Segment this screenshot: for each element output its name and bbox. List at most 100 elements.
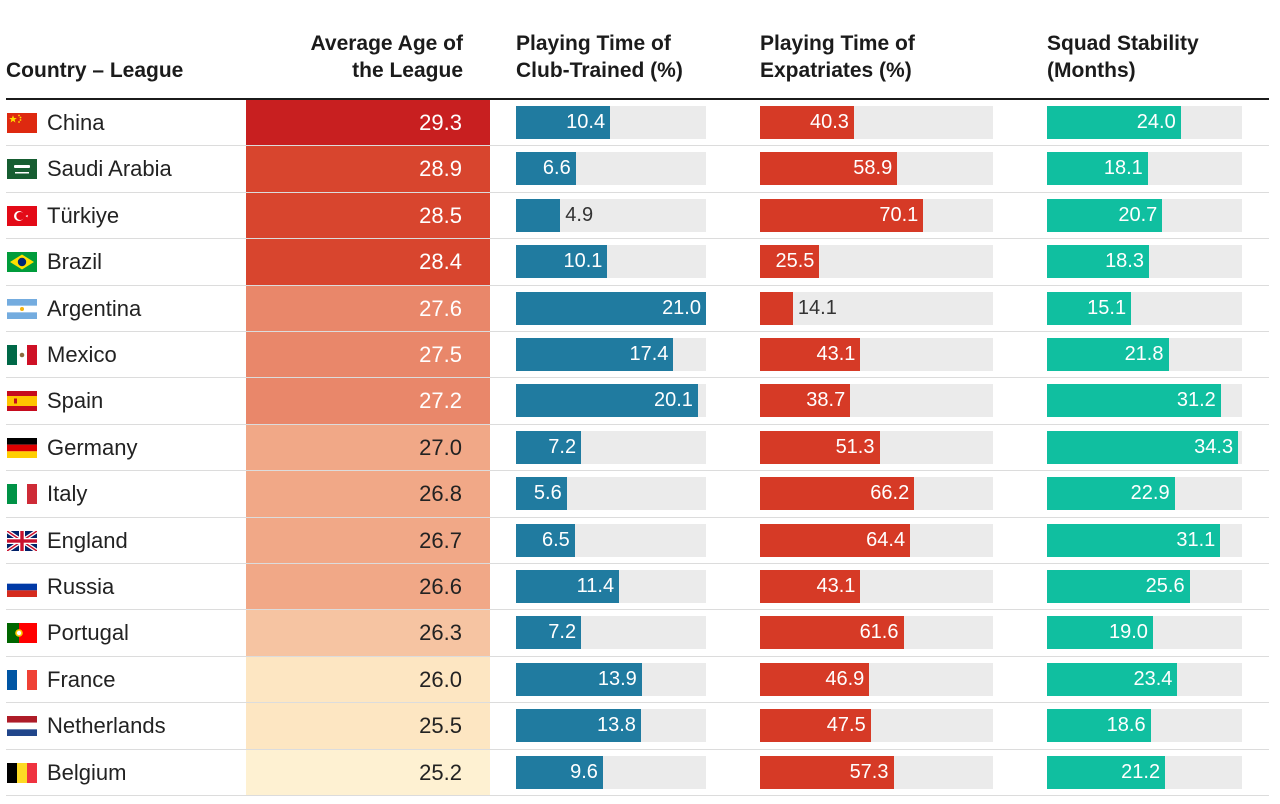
table-row: Türkiye 28.5 4.9 70.1 20.7 — [0, 192, 1280, 240]
country-name: Mexico — [47, 342, 117, 367]
club-bar-track: 21.0 — [516, 291, 706, 325]
age-cell: 26.3 — [246, 610, 490, 657]
table-row: Spain 27.2 20.1 38.7 31.2 — [0, 378, 1280, 425]
exp-bar-track: 61.6 — [760, 616, 993, 650]
exp-bar — [760, 755, 894, 789]
club-bar — [516, 709, 641, 743]
age-value: 26.0 — [419, 666, 462, 692]
country-name: Russia — [47, 574, 115, 599]
club-bar — [516, 384, 698, 418]
germany-flag-icon — [7, 437, 37, 458]
club-value-label: 10.4 — [566, 111, 606, 133]
table-row: Mexico 27.5 17.4 43.1 21.8 — [0, 332, 1280, 379]
stab-bar-track: 18.6 — [1047, 709, 1242, 743]
age-cell: 25.2 — [246, 749, 490, 796]
exp-bar-track: 70.1 — [760, 198, 993, 232]
stab-value-label: 20.7 — [1118, 203, 1158, 226]
stab-bar — [1047, 291, 1132, 325]
header-average-age: Average Age of the League — [246, 30, 464, 84]
stab-value-label: 24.0 — [1136, 111, 1176, 133]
row-divider — [6, 562, 1269, 564]
exp-bar-track: 40.3 — [760, 106, 993, 139]
exp-bar-track: 51.3 — [760, 430, 993, 464]
exp-bar-track: 66.2 — [760, 477, 993, 511]
stab-bar-track: 21.8 — [1047, 338, 1242, 371]
club-value-label: 5.6 — [533, 482, 562, 505]
club-bar-track: 6.6 — [516, 152, 706, 186]
age-cell: 26.8 — [246, 471, 490, 518]
stab-bar-track: 19.0 — [1047, 616, 1242, 650]
exp-value-label: 43.1 — [816, 343, 856, 365]
header-stab-line-2: (Months) — [1047, 59, 1136, 82]
china-flag-icon — [7, 113, 37, 133]
country-name: Netherlands — [47, 713, 166, 739]
exp-bar-track: 43.1 — [760, 338, 993, 371]
row-divider — [6, 145, 1269, 147]
club-bar — [516, 616, 582, 650]
header-rule — [6, 98, 1269, 100]
turkiye-flag-icon — [7, 205, 37, 226]
club-value-label: 6.5 — [542, 528, 570, 551]
exp-bar — [760, 384, 851, 418]
stab-bar — [1047, 152, 1148, 186]
row-divider — [6, 748, 1269, 750]
club-bar-track: 10.4 — [516, 106, 706, 139]
table-row: China 29.3 10.4 40.3 24.0 — [0, 100, 1280, 147]
stab-bar-track: 18.3 — [1047, 245, 1242, 279]
age-value: 29.3 — [419, 110, 462, 135]
age-value: 28.4 — [419, 249, 462, 275]
exp-bar-track: 64.4 — [760, 523, 993, 557]
age-value: 28.9 — [419, 156, 462, 182]
exp-value-label: 40.3 — [809, 111, 849, 133]
italy-flag-icon — [7, 484, 37, 505]
exp-value-label: 25.5 — [775, 250, 815, 273]
country-name: Türkiye — [47, 202, 120, 228]
exp-value-label: 61.6 — [859, 621, 899, 644]
club-value-label: 11.4 — [576, 575, 615, 597]
country-name: Italy — [47, 481, 88, 507]
age-cell: 28.9 — [246, 146, 490, 193]
row-divider — [6, 516, 1269, 518]
club-value-label: 7.2 — [548, 621, 577, 644]
exp-value-label: 43.1 — [816, 575, 856, 597]
table-row: Russia 26.6 11.4 43.1 25.6 — [0, 564, 1280, 611]
portugal-flag-icon — [7, 623, 37, 644]
stab-value-label: 25.6 — [1145, 575, 1185, 597]
club-bar-track: 9.6 — [516, 755, 706, 789]
country-name: England — [47, 527, 128, 553]
club-value-label: 6.6 — [542, 157, 571, 180]
exp-bar-track: 14.1 — [760, 291, 993, 325]
header-country-league: Country – League — [6, 57, 183, 84]
club-bar-track: 13.8 — [516, 709, 706, 743]
exp-bar — [760, 709, 871, 743]
club-bar — [516, 291, 706, 325]
club-bar — [516, 338, 674, 371]
club-bar — [516, 106, 611, 139]
stab-bar — [1047, 570, 1190, 603]
age-value: 27.5 — [419, 342, 462, 367]
age-value: 25.2 — [419, 759, 462, 785]
stab-value-label: 23.4 — [1133, 667, 1173, 690]
club-bar — [516, 662, 642, 696]
country-name: Belgium — [47, 759, 127, 785]
table-row: Portugal 26.3 7.2 61.6 19.0 — [0, 610, 1280, 657]
age-cell: 27.6 — [246, 285, 490, 332]
stab-bar — [1047, 106, 1181, 139]
age-value: 26.8 — [419, 481, 462, 507]
club-bar-track: 17.4 — [516, 338, 706, 371]
stab-bar — [1047, 245, 1149, 279]
exp-bar — [760, 570, 861, 603]
country-name: Portugal — [47, 620, 129, 646]
exp-bar — [760, 430, 880, 464]
stab-value-label: 21.8 — [1124, 343, 1164, 365]
stab-bar-track: 22.9 — [1047, 477, 1242, 511]
country-name: Argentina — [47, 295, 142, 321]
table-row: France 26.0 13.9 46.9 23.4 — [0, 656, 1280, 704]
argentina-flag-icon — [7, 298, 37, 319]
exp-value-label: 57.3 — [849, 760, 889, 783]
stab-value-label: 18.1 — [1103, 157, 1143, 180]
row-divider — [6, 702, 1269, 704]
club-bar-track: 11.4 — [516, 570, 706, 603]
header-stab-line-1: Squad Stability — [1047, 32, 1199, 55]
age-value: 28.5 — [419, 202, 462, 228]
